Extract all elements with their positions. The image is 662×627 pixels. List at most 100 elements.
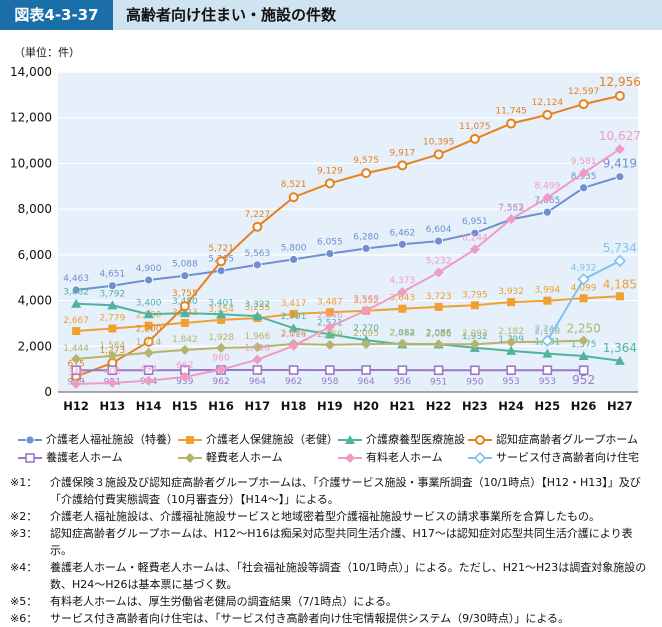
footnote-mark: ※5： (10, 593, 50, 610)
legend-marker (26, 454, 34, 462)
data-label: 5,721 (208, 244, 234, 254)
data-label: 662 (176, 361, 193, 371)
data-label: 12,124 (532, 98, 564, 108)
data-label: 6,244 (462, 233, 488, 243)
data-label: 951 (430, 377, 447, 387)
data-label: 11,075 (459, 122, 491, 132)
data-point (543, 111, 551, 119)
data-label: 9,917 (389, 148, 415, 158)
data-label: 2,846 (317, 311, 343, 321)
legend-marker (476, 436, 484, 444)
legend-swatch (468, 434, 492, 446)
data-label: 962 (285, 377, 302, 387)
data-label: 2,095 (353, 329, 379, 339)
data-point (145, 276, 153, 284)
footnote: ※4：養護老人ホーム・軽費老人ホームは、「社会福祉施設等調査（10/1時点）」に… (10, 559, 654, 593)
data-label: 2,250 (566, 322, 600, 336)
data-label: 7,563 (498, 203, 524, 213)
footnote: ※1：介護保険３施設及び認知症高齢者グループホームは、「介護サービス施設・事業所… (10, 474, 654, 508)
data-label: 10,395 (423, 137, 455, 147)
x-tick-label: H24 (498, 399, 524, 413)
y-tick-label: 2,000 (18, 339, 52, 353)
legend-marker (475, 453, 485, 463)
data-point (326, 250, 334, 258)
data-point (253, 261, 261, 269)
figure-label: 図表4-3-37 (0, 0, 113, 30)
data-point (290, 366, 298, 374)
data-label: 956 (394, 377, 411, 387)
legend-swatch (178, 452, 202, 464)
footnote-mark: ※4： (10, 559, 50, 593)
data-point (616, 92, 624, 100)
data-point (616, 173, 624, 181)
data-point (580, 294, 588, 302)
data-point (326, 366, 334, 374)
data-label: 2,200 (136, 325, 162, 335)
data-label: 962 (213, 377, 230, 387)
data-label: 1,418 (244, 344, 270, 354)
x-tick-label: H26 (571, 399, 597, 413)
data-point (253, 223, 261, 231)
data-label: 4,373 (389, 276, 415, 286)
data-point (290, 255, 298, 263)
legend-marker (26, 436, 34, 444)
data-point (398, 240, 406, 248)
data-label: 4,932 (571, 263, 597, 273)
data-point (580, 100, 588, 108)
legend-swatch (338, 452, 362, 464)
data-label: 4,651 (99, 270, 125, 280)
data-point (398, 366, 406, 374)
x-tick-label: H25 (535, 399, 561, 413)
data-point (398, 305, 406, 313)
data-label: 3,792 (99, 289, 125, 299)
data-label: 1,714 (136, 338, 162, 348)
data-label: 5,800 (281, 243, 307, 253)
legend-label: 有料老人ホーム (366, 450, 443, 466)
data-point (217, 257, 225, 265)
data-label: 3,755 (172, 289, 198, 299)
legend-label: 介護老人福祉施設（特養） (46, 432, 178, 448)
data-label: 1,966 (244, 332, 270, 342)
legend-marker (345, 453, 355, 463)
data-label: 964 (249, 377, 266, 387)
legend-label: 介護療養型医療施設 (366, 432, 465, 448)
data-label: 5,563 (244, 249, 270, 259)
data-label: 2,667 (63, 316, 89, 326)
x-tick-label: H17 (245, 399, 271, 413)
data-label: 3,401 (208, 298, 234, 308)
data-label: 12,597 (568, 87, 600, 97)
footnote-mark: ※3： (10, 525, 50, 559)
data-label: 9,581 (571, 157, 597, 167)
y-tick-label: 10,000 (10, 156, 52, 170)
legend-swatch (468, 452, 492, 464)
data-label: 3,322 (244, 300, 270, 310)
data-label: 2,086 (426, 329, 452, 339)
x-tick-label: H14 (136, 399, 162, 413)
x-tick-label: H12 (63, 399, 89, 413)
data-label: 6,055 (317, 238, 343, 248)
data-label: 3,723 (426, 292, 452, 302)
data-point (580, 184, 588, 192)
data-label: 2,791 (281, 312, 307, 322)
data-point (471, 135, 479, 143)
data-point (507, 366, 515, 374)
data-label: 3,795 (462, 290, 488, 300)
data-label: 2,114 (389, 329, 415, 339)
data-label: 7,227 (244, 210, 270, 220)
footnote-mark: ※2： (10, 508, 50, 525)
footnote: ※6：サービス付き高齢者向け住宅は、「サービス付き高齢者向け住宅情報提供システム… (10, 610, 654, 627)
legend-swatch (18, 452, 42, 464)
footnote: ※2：介護老人福祉施設は、介護福祉施設サービスと地域密着型介護福祉施設サービスの… (10, 508, 654, 525)
data-label: 3,862 (63, 288, 89, 298)
data-label: 3,994 (534, 286, 560, 296)
data-label: 494 (140, 365, 157, 375)
data-label: 4,463 (63, 274, 89, 284)
data-point (435, 237, 443, 245)
data-label: 8,521 (281, 180, 307, 190)
data-label: 952 (572, 373, 595, 387)
data-point (616, 292, 624, 300)
data-label: 1,444 (63, 344, 89, 354)
data-label: 2,182 (498, 327, 524, 337)
legend-label: 介護老人保健施設（老健） (206, 432, 338, 448)
x-tick-label: H27 (607, 399, 633, 413)
